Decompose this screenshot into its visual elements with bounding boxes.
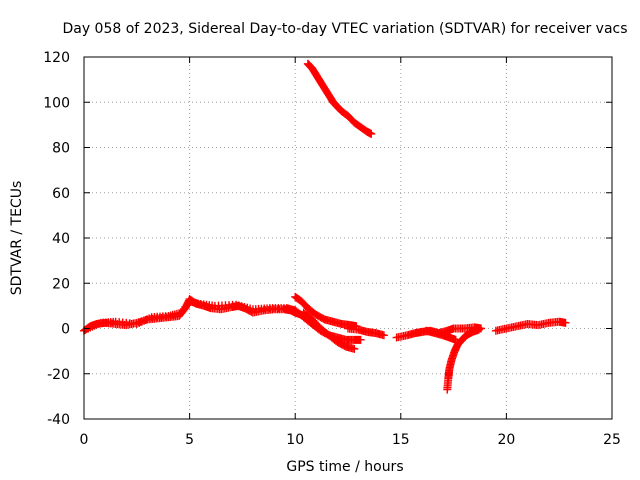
y-tick-label: 120 [43, 50, 70, 66]
chart-title: Day 058 of 2023, Sidereal Day-to-day VTE… [62, 21, 627, 37]
x-tick-label: 15 [392, 432, 410, 448]
y-tick-label: -40 [47, 412, 70, 428]
y-axis-label: SDTVAR / TECUs [9, 181, 25, 296]
series-track-main-day [80, 295, 312, 335]
x-tick-label: 0 [80, 432, 89, 448]
x-tick-label: 25 [603, 432, 621, 448]
data-point [474, 325, 483, 334]
grid [84, 57, 612, 419]
y-tick-label: 20 [52, 276, 70, 292]
series-track-evening [344, 324, 388, 340]
tick-labels: 0 5 10 15 20 25 -40 -20 0 20 40 60 80 100 120 [43, 50, 621, 448]
y-tick-label: 80 [52, 141, 70, 157]
data-point [350, 344, 359, 353]
series-track-night-b [422, 326, 460, 344]
data-series [80, 59, 570, 394]
y-tick-label: 40 [52, 231, 70, 247]
y-tick-label: 0 [61, 322, 70, 338]
data-point [561, 318, 570, 327]
y-tick-label: -20 [47, 367, 70, 383]
series-track-dropping-c [299, 308, 359, 353]
data-point [367, 129, 376, 138]
series-track-late [491, 317, 570, 335]
series-track-recovery [443, 325, 483, 394]
y-tick-label: 100 [43, 95, 70, 111]
axis-ticks [83, 56, 613, 420]
x-tick-label: 5 [185, 432, 194, 448]
series-track-main-day-upper [84, 297, 300, 333]
series-track-dropping-a [291, 292, 361, 331]
x-tick-label: 20 [497, 432, 515, 448]
series-track-high [303, 59, 376, 138]
data-point [379, 331, 388, 340]
data-point [356, 335, 365, 344]
x-tick-label: 10 [286, 432, 304, 448]
x-axis-label: GPS time / hours [286, 459, 403, 475]
y-tick-label: 60 [52, 186, 70, 202]
